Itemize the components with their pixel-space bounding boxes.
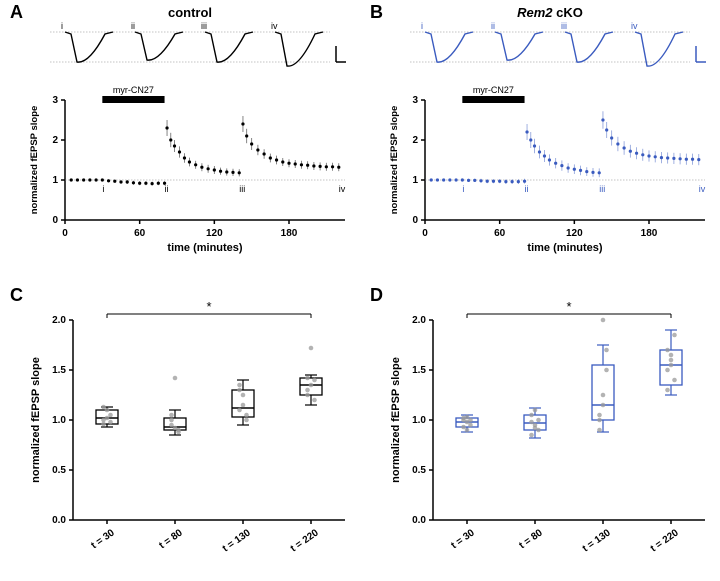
svg-text:1.5: 1.5 [52,365,66,376]
svg-text:0.0: 0.0 [52,515,66,526]
svg-text:t = 220: t = 220 [289,527,321,554]
svg-text:normalized fEPSP slope: normalized fEPSP slope [30,357,42,483]
svg-text:iv: iv [271,21,278,31]
svg-text:0: 0 [62,228,68,239]
svg-text:0.0: 0.0 [412,515,426,526]
svg-text:60: 60 [494,228,506,239]
svg-text:iv: iv [699,184,706,194]
svg-text:iii: iii [201,21,207,31]
svg-text:t = 220: t = 220 [649,527,681,554]
svg-text:t = 80: t = 80 [157,527,185,551]
panel-A-timecourse: 0 1 2 3 0 60 120 180 time (minutes) normalized fE… [25,85,355,255]
svg-text:i: i [102,184,104,194]
svg-text:t = 30: t = 30 [449,527,477,551]
svg-text:normalized fEPSP slope: normalized fEPSP slope [390,357,402,483]
svg-text:ii: ii [165,184,169,194]
svg-text:1.0: 1.0 [412,415,426,426]
svg-text:60: 60 [134,228,146,239]
svg-text:0: 0 [412,215,418,226]
svg-text:i: i [61,21,63,31]
svg-text:iv: iv [339,184,346,194]
svg-text:*: * [206,300,211,314]
svg-text:ii: ii [131,21,135,31]
svg-text:1.5: 1.5 [412,365,426,376]
svg-text:iv: iv [631,21,638,31]
svg-text:i: i [421,21,423,31]
svg-text:1.0: 1.0 [52,415,66,426]
panel-B-timecourse: 0 1 2 3 0 60 120 180 time (minutes) normalized fE… [385,85,715,255]
svg-text:0.5: 0.5 [412,465,426,476]
svg-text:1: 1 [412,175,418,186]
panel-label-A: A [10,2,23,23]
svg-text:myr-CN27: myr-CN27 [473,85,514,95]
panel-C-boxplot: 0.0 0.5 1.0 1.5 2.0 normalized fEPSP slope t =… [25,300,355,575]
svg-text:t = 130: t = 130 [221,527,253,554]
svg-text:iii: iii [599,184,605,194]
svg-text:2.0: 2.0 [412,315,426,326]
svg-text:t = 80: t = 80 [517,527,545,551]
svg-text:iii: iii [239,184,245,194]
svg-text:0: 0 [422,228,428,239]
panel-A-traces: iiiiiiiv [50,18,350,73]
svg-text:normalized fEPSP slope: normalized fEPSP slope [29,106,40,215]
svg-text:*: * [566,300,571,314]
svg-text:ii: ii [525,184,529,194]
svg-text:3: 3 [412,95,418,106]
panel-label-C: C [10,285,23,306]
panel-B-traces: iiiiiiiv [410,18,710,73]
svg-text:120: 120 [206,228,223,239]
svg-text:0.5: 0.5 [52,465,66,476]
svg-text:1: 1 [52,175,58,186]
svg-text:2.0: 2.0 [52,315,66,326]
panel-D-boxplot: 0.0 0.5 1.0 1.5 2.0 normalized fEPSP slope t =… [385,300,715,575]
svg-text:time (minutes): time (minutes) [527,242,603,254]
panel-label-D: D [370,285,383,306]
svg-text:time (minutes): time (minutes) [167,242,243,254]
svg-text:t = 130: t = 130 [581,527,613,554]
svg-text:0: 0 [52,215,58,226]
svg-text:180: 180 [641,228,658,239]
svg-text:i: i [462,184,464,194]
panel-label-B: B [370,2,383,23]
svg-text:120: 120 [566,228,583,239]
svg-text:180: 180 [281,228,298,239]
svg-text:normalized fEPSP slope: normalized fEPSP slope [389,106,400,215]
svg-text:iii: iii [561,21,567,31]
svg-text:3: 3 [52,95,58,106]
svg-text:t = 30: t = 30 [89,527,117,551]
svg-text:myr-CN27: myr-CN27 [113,85,154,95]
svg-text:2: 2 [52,135,58,146]
svg-text:2: 2 [412,135,418,146]
svg-text:ii: ii [491,21,495,31]
